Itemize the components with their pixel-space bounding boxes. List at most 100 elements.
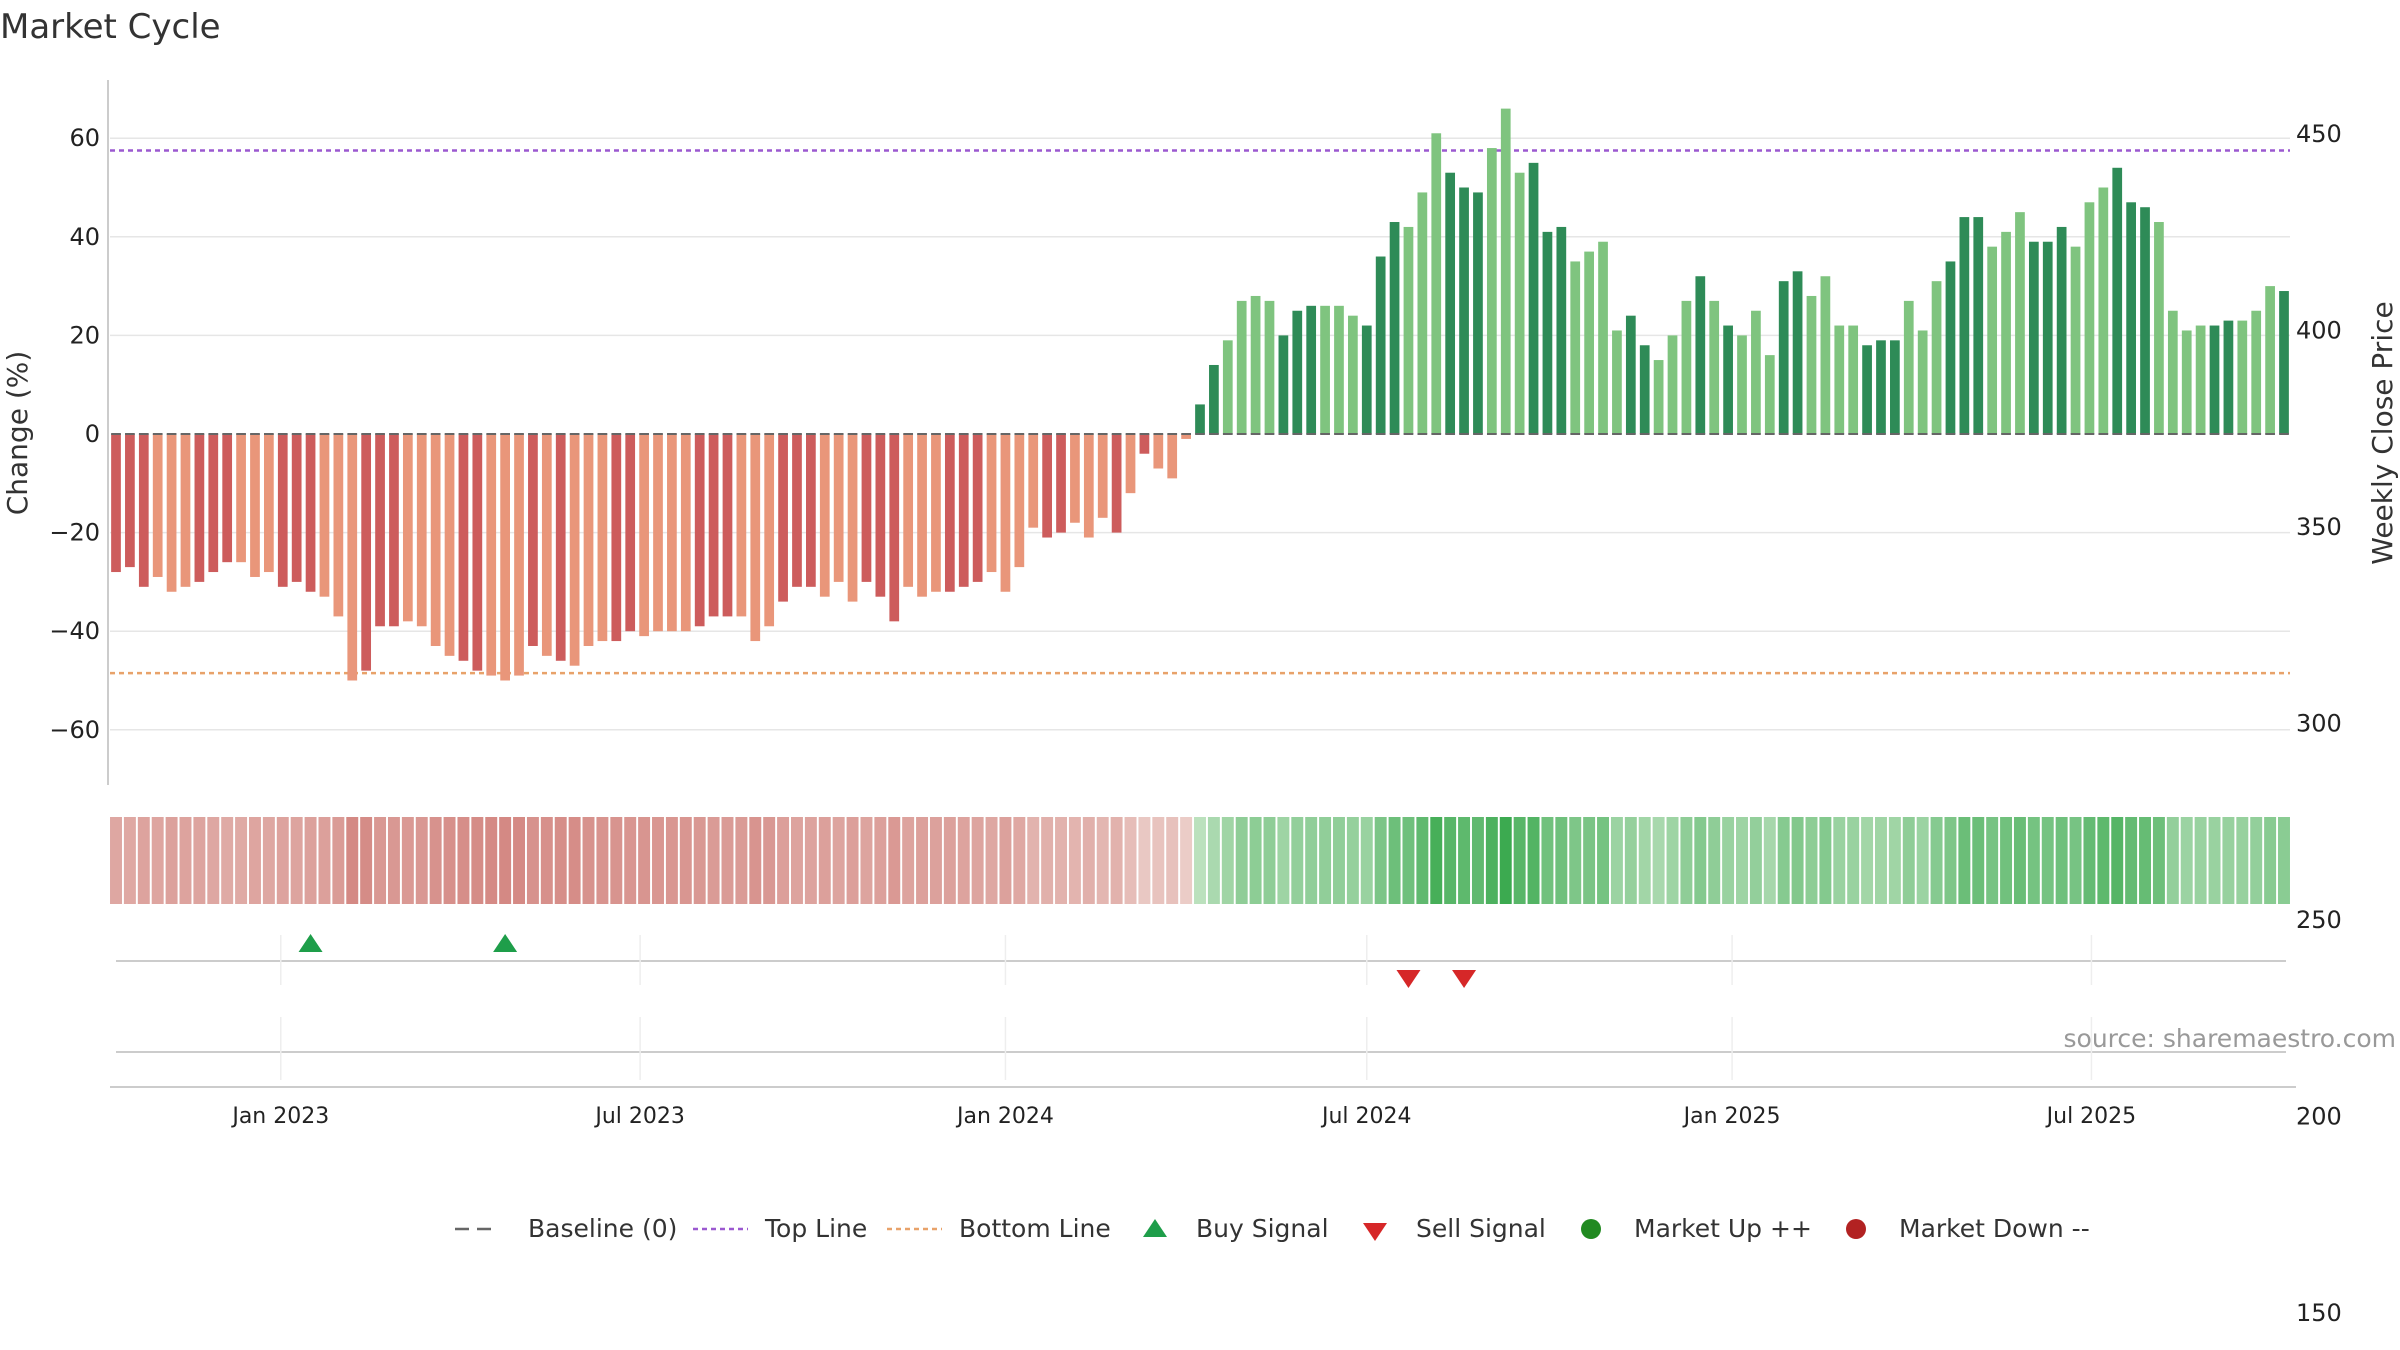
bar <box>778 434 788 602</box>
bar <box>375 434 385 627</box>
bar <box>1820 276 1831 434</box>
bar <box>680 434 691 632</box>
heat-cell <box>1513 817 1526 904</box>
bar <box>1334 305 1344 434</box>
bar <box>2028 241 2039 434</box>
heat-cell <box>1485 817 1498 904</box>
bar <box>1514 172 1525 434</box>
heat-cell <box>610 817 623 904</box>
bar <box>597 434 608 642</box>
bar <box>291 434 302 582</box>
buy-signal-marker <box>493 934 518 952</box>
heat-cell <box>248 817 261 904</box>
right-tick-label: 450 <box>2296 120 2342 148</box>
bar <box>1473 192 1483 434</box>
heat-cell <box>1666 817 1679 904</box>
heat-cell <box>1416 817 1429 904</box>
bar <box>750 434 761 642</box>
bars <box>111 108 2289 681</box>
heat-cell <box>374 817 387 904</box>
heat-cell <box>1569 817 1582 904</box>
signal-panels <box>110 934 2296 1088</box>
bar <box>722 434 733 617</box>
bar <box>541 434 552 656</box>
bar <box>1222 340 1233 434</box>
bar <box>1848 325 1859 434</box>
heat-cell <box>1708 817 1721 904</box>
heat-cell <box>1597 817 1610 904</box>
heat-cell <box>2264 817 2277 904</box>
bar <box>1681 300 1692 434</box>
legend-label: Baseline (0) <box>528 1214 677 1243</box>
bar <box>1195 404 1205 434</box>
heat-cell <box>2000 817 2013 904</box>
bar <box>222 434 233 563</box>
heat-strip <box>110 817 2290 904</box>
bar <box>1139 434 1150 454</box>
bar <box>1584 251 1594 434</box>
bar <box>1361 325 1372 434</box>
bar <box>138 434 149 587</box>
bar <box>1792 271 1803 434</box>
heat-cell <box>624 817 637 904</box>
heat-cell <box>721 817 734 904</box>
bar <box>430 434 441 646</box>
heat-cell <box>596 817 609 904</box>
right-tick-label: 400 <box>2296 317 2342 345</box>
bar <box>514 434 524 676</box>
bar <box>152 434 163 577</box>
bar <box>1570 261 1581 434</box>
heat-cell <box>1055 817 1068 904</box>
heat-cell <box>1110 817 1123 904</box>
bar <box>1028 434 1039 528</box>
bar <box>1486 148 1497 434</box>
heat-cell <box>1861 817 1874 904</box>
bar <box>861 434 872 582</box>
heat-cell <box>429 817 442 904</box>
heat-cell <box>540 817 553 904</box>
bar <box>347 434 358 681</box>
legend-label: Buy Signal <box>1196 1214 1329 1243</box>
heat-cell <box>1736 817 1748 904</box>
heat-cell <box>304 817 317 904</box>
bar <box>1209 364 1219 434</box>
heat-cell <box>360 817 373 904</box>
bar <box>2070 246 2081 434</box>
bar <box>1153 434 1164 469</box>
heat-cell <box>1249 817 1262 904</box>
bar <box>2112 167 2123 434</box>
bar <box>2181 330 2192 434</box>
heat-cell <box>1346 817 1359 904</box>
left-tick-label: 60 <box>69 124 100 152</box>
bar <box>416 434 427 627</box>
heat-cell <box>1930 817 1943 904</box>
bar <box>1778 281 1789 434</box>
heat-cell <box>707 817 720 904</box>
bar <box>528 434 538 646</box>
heat-cell <box>957 817 970 904</box>
bar <box>2140 207 2150 434</box>
bar <box>2098 187 2109 434</box>
heat-cell <box>665 817 678 904</box>
heat-cell <box>1124 817 1137 904</box>
heat-cell <box>1458 817 1471 904</box>
bar <box>1292 310 1303 434</box>
heat-cell <box>1068 817 1081 904</box>
heat-cell <box>860 817 873 904</box>
heat-cell <box>207 817 220 904</box>
x-tick-label: Jul 2025 <box>2045 1104 2137 1129</box>
legend-sell-icon <box>1363 1223 1387 1241</box>
heat-cell <box>1680 817 1693 904</box>
bar <box>2251 310 2262 434</box>
bar <box>986 434 997 573</box>
heat-cell <box>1194 817 1206 904</box>
heat-cell <box>2139 817 2152 904</box>
legend-label: Bottom Line <box>959 1214 1111 1243</box>
bar <box>1751 310 1761 434</box>
bar <box>792 434 802 587</box>
bar <box>1973 217 1984 434</box>
bar <box>875 434 886 597</box>
heat-cell <box>276 817 289 904</box>
bar <box>583 434 594 646</box>
